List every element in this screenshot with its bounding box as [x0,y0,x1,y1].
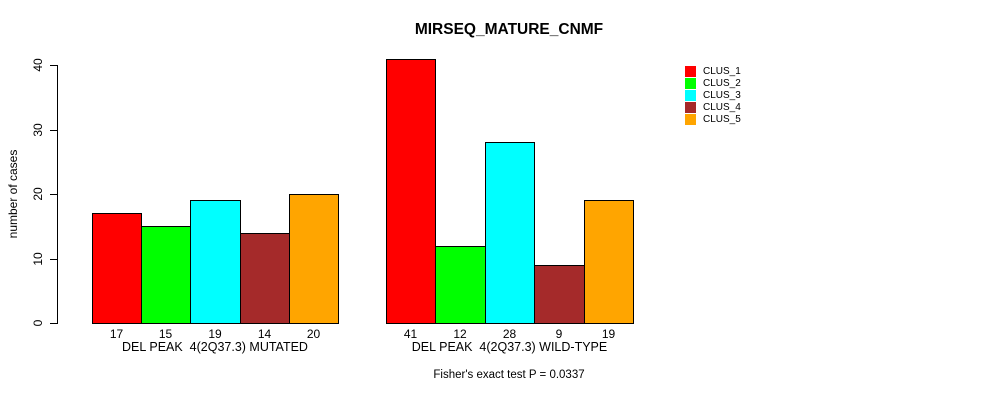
bar-value-label: 15 [158,327,173,341]
y-axis-label: number of cases [6,149,20,239]
legend-label: CLUS_1 [703,65,741,77]
bar-value-label: 41 [403,327,418,341]
y-tick [50,194,57,195]
legend-swatch [685,113,696,125]
y-tick-label: 0 [31,319,45,327]
bar-value-label: 20 [306,327,321,341]
legend-swatch [685,65,696,77]
y-axis-line [57,65,58,324]
bar-value-label: 14 [257,327,272,341]
y-tick [50,259,57,260]
bar-value-label: 9 [555,327,563,341]
legend-label: CLUS_2 [703,77,741,89]
y-tick-label: 40 [31,58,45,72]
bar-value-label: 28 [502,327,517,341]
legend-item: CLUS_1 [685,65,741,77]
bar-value-label: 19 [208,327,222,341]
y-tick-label: 10 [31,252,45,266]
bar [584,200,634,324]
bar [534,265,585,324]
footnote: Fisher's exact test P = 0.0337 [433,369,585,381]
legend-label: CLUS_4 [703,101,741,113]
bar [240,233,290,324]
legend-label: CLUS_5 [703,113,741,125]
legend-item: CLUS_2 [685,77,741,89]
y-tick [50,130,57,131]
y-tick-label: 30 [31,123,45,137]
bar [485,142,535,324]
bar-value-label: 12 [453,327,467,341]
bar-value-label: 19 [601,327,616,341]
legend-item: CLUS_5 [685,113,741,125]
y-tick [50,323,57,324]
chart-title: MIRSEQ_MATURE_CNMF [414,21,604,38]
bar [435,246,486,324]
legend-item: CLUS_4 [685,101,741,113]
bar [190,200,241,324]
legend-item: CLUS_3 [685,89,741,101]
group-label: DEL PEAK 4(2Q37.3) WILD-TYPE [411,340,608,354]
bar-value-label: 17 [109,327,124,341]
legend-swatch [685,89,696,101]
bar [289,194,339,324]
legend-swatch [685,77,696,89]
legend-swatch [685,101,696,113]
y-tick [50,65,57,66]
bar [386,59,436,324]
y-tick-label: 20 [31,187,45,201]
bar [92,213,142,324]
bar [141,226,191,324]
group-label: DEL PEAK 4(2Q37.3) MUTATED [122,340,308,354]
legend-label: CLUS_3 [703,89,741,101]
legend: CLUS_1 CLUS_2 CLUS_3 CLUS_4 CLUS_5 [685,65,741,125]
